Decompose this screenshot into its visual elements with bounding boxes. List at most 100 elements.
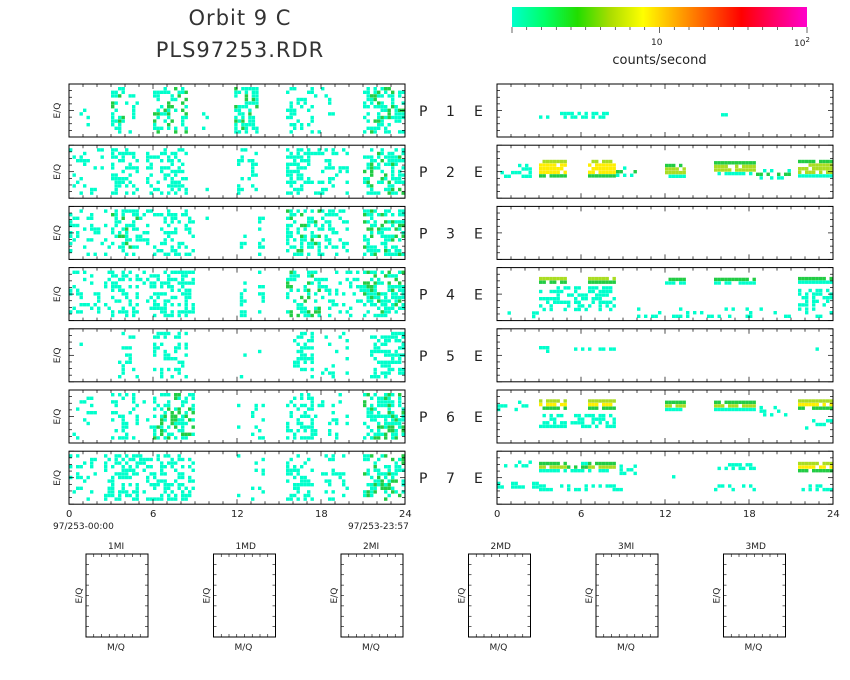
data-cell [377, 432, 381, 436]
data-cell [114, 220, 118, 224]
data-cell [167, 101, 171, 105]
row-label-number: 5 [446, 349, 455, 365]
data-cell [188, 432, 192, 436]
data-cell [728, 161, 732, 165]
data-cell [324, 479, 328, 483]
data-cell [289, 213, 293, 217]
data-cell [184, 306, 188, 310]
data-cell [296, 357, 300, 361]
data-cell [387, 270, 391, 274]
data-cell [401, 468, 405, 472]
data-cell [391, 90, 395, 94]
data-cell [815, 461, 819, 466]
data-cell [605, 465, 609, 469]
data-cell [184, 400, 188, 404]
data-cell [184, 493, 188, 498]
data-cell [181, 400, 185, 404]
data-cell [826, 296, 830, 300]
data-cell [384, 252, 388, 256]
data-cell [174, 295, 178, 300]
data-cell [546, 115, 550, 119]
data-cell [556, 300, 560, 304]
data-cell [121, 396, 125, 400]
data-cell [384, 371, 388, 375]
data-cell [202, 112, 206, 116]
data-cell [342, 166, 346, 170]
data-cell [86, 497, 90, 501]
data-cell [331, 468, 335, 472]
data-cell [293, 159, 297, 163]
data-cell [808, 484, 812, 488]
data-cell [170, 490, 174, 494]
data-cell [149, 472, 153, 476]
data-cell [542, 346, 546, 350]
data-cell [598, 304, 602, 308]
data-cell [300, 357, 304, 361]
data-cell [314, 241, 318, 246]
data-cell [384, 349, 388, 354]
data-cell [738, 171, 742, 176]
data-cell [167, 184, 171, 188]
data-cell [387, 285, 391, 289]
data-cell [370, 249, 374, 253]
data-cell [560, 300, 564, 304]
x-tick-label-left: 24 [399, 509, 412, 520]
data-cell [588, 413, 592, 418]
data-cell [303, 238, 307, 242]
data-cell [289, 223, 293, 228]
data-cell [241, 112, 245, 116]
data-cell [819, 292, 823, 296]
data-cell [812, 159, 816, 164]
data-cell [812, 461, 816, 466]
data-cell [307, 151, 311, 156]
data-cell [293, 252, 297, 256]
data-cell [76, 231, 80, 235]
data-cell [300, 234, 304, 238]
data-cell [255, 97, 259, 102]
data-cell [184, 252, 188, 256]
data-cell [174, 461, 178, 465]
data-cell [118, 375, 122, 379]
data-cell [177, 169, 181, 174]
data-cell [567, 304, 571, 308]
data-cell [181, 277, 185, 282]
data-cell [387, 249, 391, 253]
data-cell [153, 396, 157, 400]
data-cell [104, 285, 108, 289]
data-cell [602, 163, 606, 167]
data-cell [258, 285, 262, 289]
data-cell [184, 295, 188, 300]
data-cell [373, 288, 377, 292]
data-cell [177, 346, 181, 350]
data-cell [686, 311, 690, 315]
data-cell [370, 216, 374, 220]
data-cell [577, 300, 581, 304]
data-cell [598, 163, 602, 167]
data-cell [331, 177, 335, 181]
data-cell [370, 187, 374, 192]
x-tick-label-right: 24 [827, 509, 840, 520]
data-cell [167, 191, 171, 195]
data-cell [345, 227, 349, 231]
data-cell [111, 90, 115, 94]
data-cell [114, 429, 118, 433]
data-cell [598, 170, 602, 174]
data-cell [296, 274, 300, 278]
data-cell [387, 429, 391, 433]
data-cell [731, 277, 735, 282]
data-cell [135, 274, 139, 278]
data-cell [398, 367, 402, 372]
data-cell [366, 209, 370, 213]
data-cell [307, 407, 311, 411]
data-cell [125, 490, 129, 494]
data-cell [153, 342, 157, 346]
data-cell [296, 468, 300, 472]
data-cell [595, 399, 599, 403]
data-cell [735, 171, 739, 176]
data-cell [174, 367, 178, 372]
data-cell [366, 468, 370, 472]
data-cell [191, 270, 195, 274]
data-cell [366, 245, 370, 249]
data-cell [241, 105, 245, 109]
data-cell [135, 310, 139, 314]
